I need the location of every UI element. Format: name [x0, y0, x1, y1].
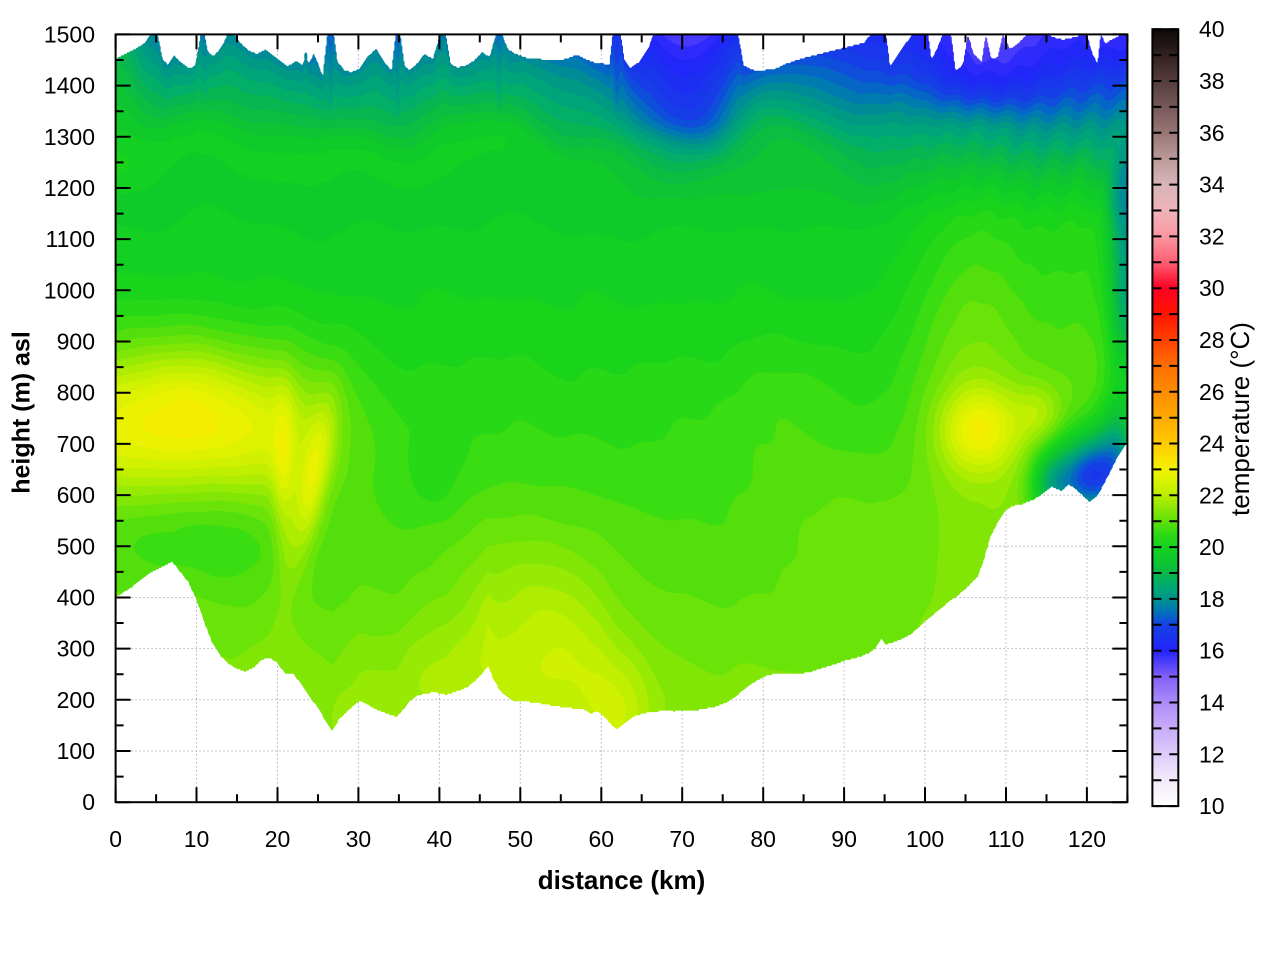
svg-text:120: 120	[1068, 826, 1106, 852]
svg-text:18: 18	[1199, 586, 1225, 612]
svg-text:0: 0	[82, 789, 95, 815]
svg-text:1400: 1400	[44, 73, 95, 99]
svg-text:50: 50	[508, 826, 534, 852]
svg-text:100: 100	[57, 738, 95, 764]
svg-text:24: 24	[1199, 431, 1225, 457]
svg-text:28: 28	[1199, 327, 1225, 353]
svg-text:1200: 1200	[44, 175, 95, 201]
svg-text:700: 700	[57, 431, 95, 457]
svg-text:height (m) asl: height (m) asl	[8, 331, 36, 494]
svg-text:400: 400	[57, 585, 95, 611]
svg-text:90: 90	[831, 826, 857, 852]
svg-text:26: 26	[1199, 379, 1225, 405]
svg-text:1500: 1500	[44, 21, 95, 47]
svg-text:distance (km): distance (km)	[538, 865, 706, 895]
svg-text:10: 10	[184, 826, 210, 852]
svg-text:40: 40	[427, 826, 453, 852]
svg-text:36: 36	[1199, 120, 1225, 146]
svg-text:30: 30	[346, 826, 372, 852]
svg-text:800: 800	[57, 380, 95, 406]
svg-text:20: 20	[1199, 534, 1225, 560]
svg-text:38: 38	[1199, 68, 1225, 94]
svg-text:10: 10	[1199, 793, 1225, 819]
svg-text:12: 12	[1199, 741, 1225, 767]
svg-text:34: 34	[1199, 172, 1225, 198]
svg-text:500: 500	[57, 533, 95, 559]
svg-text:300: 300	[57, 636, 95, 662]
svg-text:14: 14	[1199, 690, 1225, 716]
svg-text:0: 0	[109, 826, 122, 852]
svg-text:22: 22	[1199, 482, 1225, 508]
svg-text:temperature (°C): temperature (°C)	[1225, 322, 1255, 516]
svg-text:16: 16	[1199, 638, 1225, 664]
svg-text:30: 30	[1199, 275, 1225, 301]
svg-text:32: 32	[1199, 223, 1225, 249]
svg-text:80: 80	[750, 826, 776, 852]
svg-text:1000: 1000	[44, 277, 95, 303]
svg-text:110: 110	[988, 826, 1025, 852]
svg-text:60: 60	[589, 826, 615, 852]
svg-text:70: 70	[669, 826, 695, 852]
svg-text:600: 600	[57, 482, 95, 508]
svg-text:20: 20	[265, 826, 291, 852]
svg-text:1100: 1100	[46, 226, 95, 252]
svg-text:900: 900	[57, 329, 95, 355]
svg-text:100: 100	[906, 826, 944, 852]
svg-text:200: 200	[57, 687, 95, 713]
svg-text:40: 40	[1199, 16, 1225, 42]
svg-text:1300: 1300	[44, 124, 95, 150]
